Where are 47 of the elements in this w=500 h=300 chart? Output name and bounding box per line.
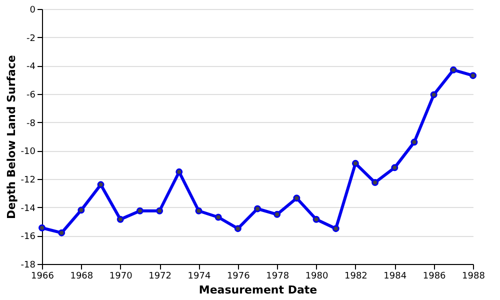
- point: [156, 207, 164, 214]
- point: [234, 225, 242, 232]
- point: [195, 207, 202, 214]
- y-tick-label: -8: [26, 118, 36, 129]
- point: [352, 160, 359, 167]
- x-tick-label: 1966: [31, 272, 54, 282]
- x-tick-label: 1982: [344, 272, 368, 282]
- point: [430, 91, 438, 98]
- x-tick-label: 1988: [462, 272, 486, 282]
- point: [391, 164, 398, 172]
- y-tick-label: -14: [20, 204, 36, 214]
- point: [293, 194, 300, 202]
- point: [372, 179, 379, 186]
- x-tick-label: 1976: [226, 272, 250, 282]
- x-tick-label: 1986: [422, 272, 446, 282]
- point: [176, 168, 183, 176]
- x-tick-label: 1984: [384, 272, 407, 282]
- y-tick-label: -10: [20, 147, 36, 158]
- y-tick-label: -2: [26, 34, 36, 44]
- point: [470, 72, 476, 80]
- x-tick-label: 1978: [266, 272, 290, 282]
- x-axis-title: Measurement Date: [198, 284, 318, 296]
- x-tick-label: 1968: [70, 272, 94, 282]
- y-tick-label: -6: [26, 90, 36, 100]
- y-axis-title: Depth Below Land Surface: [4, 55, 18, 219]
- x-tick-label: 1972: [148, 272, 172, 282]
- point: [38, 224, 46, 232]
- y-tick-label: -16: [20, 232, 36, 242]
- point: [254, 205, 261, 212]
- point: [78, 206, 85, 214]
- point: [274, 210, 281, 218]
- point: [116, 216, 124, 223]
- point: [312, 216, 320, 223]
- x-tick-label: 1970: [109, 272, 133, 282]
- point: [214, 214, 222, 221]
- point: [136, 207, 144, 214]
- y-tick-label: -18: [20, 260, 36, 270]
- x-tick-label: 1974: [188, 272, 211, 282]
- point: [410, 138, 418, 146]
- y-tick-label: 0: [30, 6, 36, 16]
- point: [97, 181, 104, 188]
- x-tick-label: 1980: [305, 272, 328, 282]
- point: [58, 229, 66, 236]
- point: [332, 225, 340, 232]
- y-tick-label: -12: [20, 176, 36, 186]
- point: [450, 66, 457, 74]
- y-tick-label: -4: [26, 62, 36, 72]
